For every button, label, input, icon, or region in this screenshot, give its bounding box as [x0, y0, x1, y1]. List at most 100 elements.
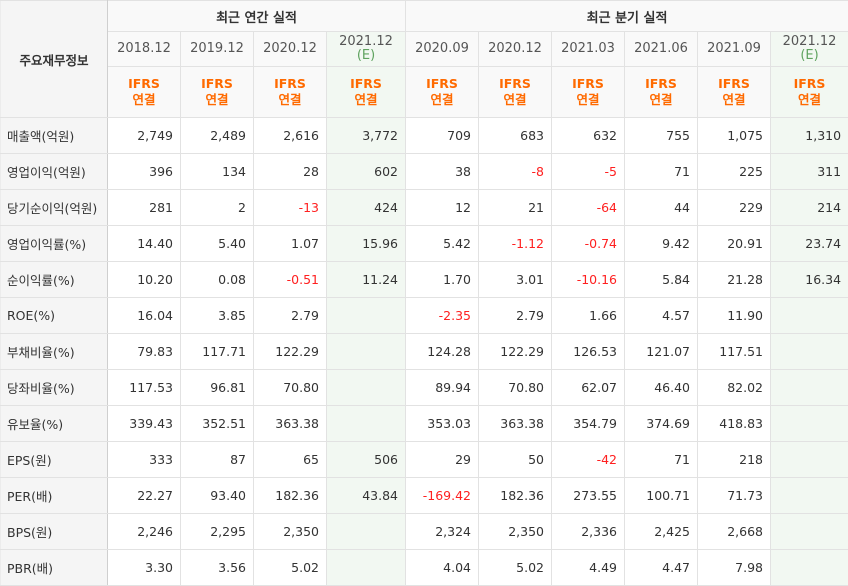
value-cell: 506 — [327, 442, 406, 478]
value-cell: 3,772 — [327, 118, 406, 154]
ifrs-label: IFRS — [771, 76, 848, 92]
value-cell: -64 — [552, 190, 625, 226]
period-label: 2018.12 — [108, 42, 180, 56]
value-cell: 4.49 — [552, 550, 625, 586]
value-cell: 3.30 — [108, 550, 181, 586]
value-cell: 1.07 — [254, 226, 327, 262]
period-label: 2020.12 — [479, 42, 551, 56]
value-cell: 16.34 — [771, 262, 848, 298]
value-cell: 28 — [254, 154, 327, 190]
ifrs-label: IFRS — [698, 76, 770, 92]
consolidated-label: 연결 — [327, 92, 405, 108]
value-cell: 5.02 — [254, 550, 327, 586]
ifrs-label: IFRS — [406, 76, 478, 92]
value-cell: 124.28 — [406, 334, 479, 370]
row-label: 부채비율(%) — [1, 334, 108, 370]
value-cell: 9.42 — [625, 226, 698, 262]
value-cell: 354.79 — [552, 406, 625, 442]
value-cell: 87 — [181, 442, 254, 478]
value-cell: 71.73 — [698, 478, 771, 514]
ifrs-label: IFRS — [625, 76, 697, 92]
value-cell: 339.43 — [108, 406, 181, 442]
period-label: 2021.12 — [327, 35, 405, 49]
period-header: 2021.03 — [552, 32, 625, 67]
period-label: 2021.06 — [625, 42, 697, 56]
value-cell: 96.81 — [181, 370, 254, 406]
value-cell: 5.40 — [181, 226, 254, 262]
value-cell: 2.79 — [479, 298, 552, 334]
value-cell: 418.83 — [698, 406, 771, 442]
value-cell: -10.16 — [552, 262, 625, 298]
estimate-marker: (E) — [771, 49, 848, 63]
value-cell — [771, 550, 848, 586]
value-cell: 117.51 — [698, 334, 771, 370]
row-label: PER(배) — [1, 478, 108, 514]
value-cell: 29 — [406, 442, 479, 478]
value-cell: 2,295 — [181, 514, 254, 550]
value-cell — [327, 370, 406, 406]
value-cell: 100.71 — [625, 478, 698, 514]
consolidated-label: 연결 — [625, 92, 697, 108]
ifrs-label: IFRS — [327, 76, 405, 92]
value-cell: 229 — [698, 190, 771, 226]
value-cell: 50 — [479, 442, 552, 478]
value-cell: 311 — [771, 154, 848, 190]
value-cell: -8 — [479, 154, 552, 190]
value-cell: 424 — [327, 190, 406, 226]
period-header: 2018.12 — [108, 32, 181, 67]
value-cell: 4.04 — [406, 550, 479, 586]
value-cell: 214 — [771, 190, 848, 226]
value-cell: 23.74 — [771, 226, 848, 262]
value-cell — [771, 334, 848, 370]
value-cell: 62.07 — [552, 370, 625, 406]
consolidated-label: 연결 — [108, 92, 180, 108]
value-cell — [771, 370, 848, 406]
value-cell: -42 — [552, 442, 625, 478]
period-header: 2021.12(E) — [327, 32, 406, 67]
period-header: 2020.12 — [254, 32, 327, 67]
value-cell: 2,246 — [108, 514, 181, 550]
value-cell: 4.57 — [625, 298, 698, 334]
period-header: 2019.12 — [181, 32, 254, 67]
value-cell: -169.42 — [406, 478, 479, 514]
value-cell: 363.38 — [479, 406, 552, 442]
value-cell: 755 — [625, 118, 698, 154]
value-cell: 1.66 — [552, 298, 625, 334]
ifrs-label: IFRS — [479, 76, 551, 92]
value-cell: 126.53 — [552, 334, 625, 370]
value-cell: 2,336 — [552, 514, 625, 550]
value-cell — [771, 406, 848, 442]
ifrs-label: IFRS — [181, 76, 253, 92]
row-label: 당좌비율(%) — [1, 370, 108, 406]
value-cell: 3.01 — [479, 262, 552, 298]
row-label: PBR(배) — [1, 550, 108, 586]
estimate-marker: (E) — [327, 49, 405, 63]
value-cell: 3.85 — [181, 298, 254, 334]
value-cell: 117.71 — [181, 334, 254, 370]
value-cell: 333 — [108, 442, 181, 478]
value-cell — [771, 442, 848, 478]
value-cell: 5.02 — [479, 550, 552, 586]
value-cell — [771, 514, 848, 550]
value-cell: 2,489 — [181, 118, 254, 154]
value-cell: 15.96 — [327, 226, 406, 262]
value-cell: 2,668 — [698, 514, 771, 550]
value-cell — [327, 406, 406, 442]
consolidated-label: 연결 — [181, 92, 253, 108]
value-cell: 70.80 — [479, 370, 552, 406]
value-cell: -0.51 — [254, 262, 327, 298]
value-cell: -2.35 — [406, 298, 479, 334]
